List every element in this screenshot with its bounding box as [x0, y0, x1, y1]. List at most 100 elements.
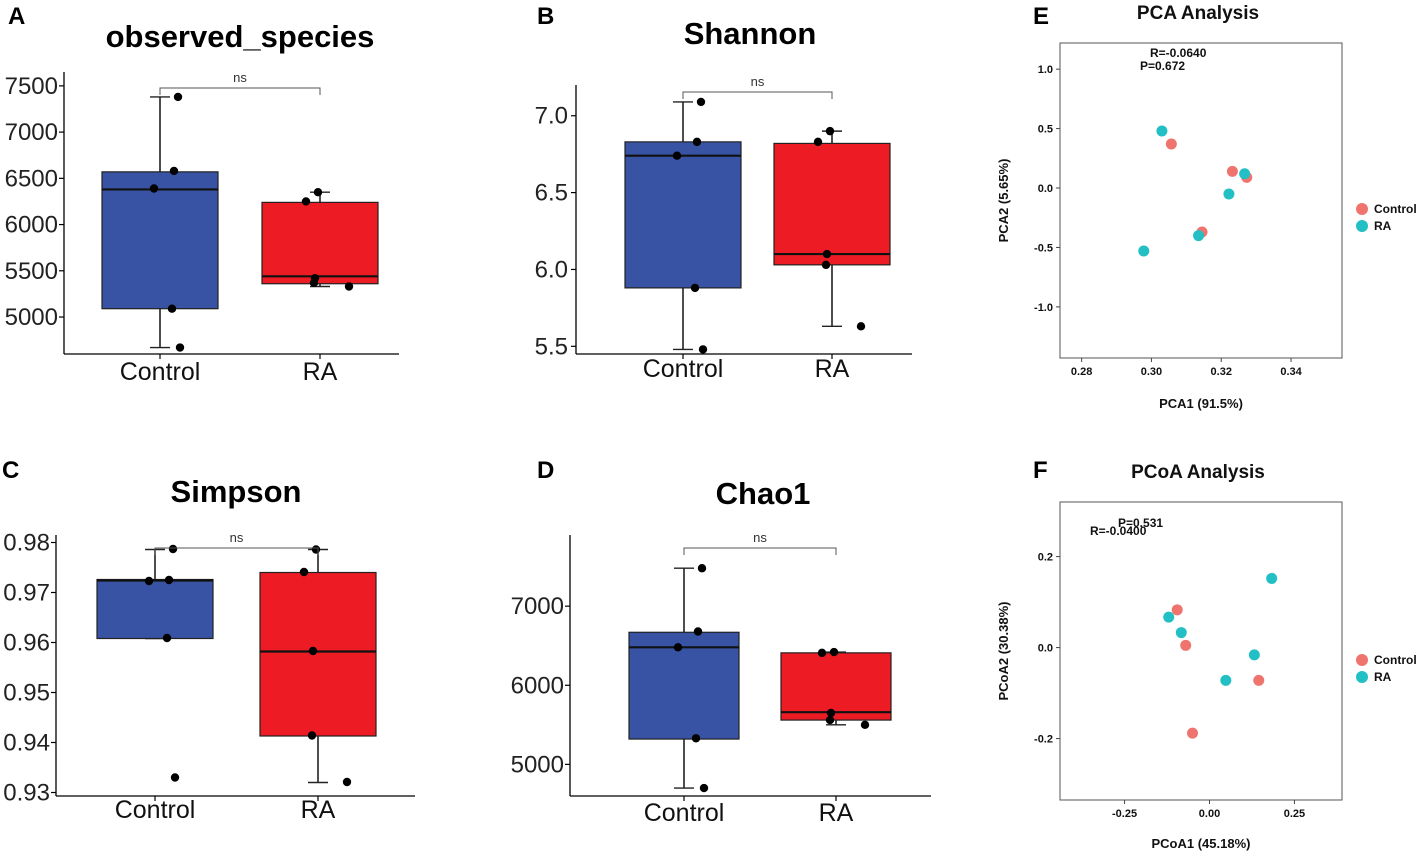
y-tick-label: 0.95 — [3, 680, 50, 707]
y-tick-label: 0.98 — [3, 530, 50, 557]
legend-label: RA — [1374, 670, 1392, 684]
y-tick-label: 0.2 — [1038, 552, 1053, 564]
scatter-point-control — [1165, 138, 1177, 150]
x-tick-label: Control — [120, 358, 201, 386]
scatter-point-control — [1253, 674, 1265, 686]
x-tick-label: Control — [115, 796, 196, 824]
panel-D: D Chao1 5000 6000 7000 Control RA ns — [511, 457, 931, 827]
x-tick-label: RA — [301, 796, 336, 824]
legend-label: RA — [1374, 219, 1392, 233]
x-tick-label: RA — [303, 358, 338, 386]
data-point — [169, 166, 179, 176]
scatter-point-ra — [1163, 611, 1175, 623]
data-point — [168, 544, 178, 554]
significance-bracket — [683, 547, 837, 555]
x-tick-label: RA — [819, 799, 854, 827]
data-point — [817, 648, 827, 658]
scatter-point-ra — [1239, 168, 1251, 180]
x-tick-label: -0.25 — [1112, 808, 1137, 820]
scatter-point-ra — [1156, 125, 1168, 137]
x-tick-label: RA — [815, 355, 850, 383]
significance-bracket — [154, 547, 319, 555]
y-tick-label: 0.0 — [1038, 643, 1053, 655]
y-tick-label: 0.97 — [3, 580, 50, 607]
x-tick-label: 0.00 — [1199, 808, 1220, 820]
data-point — [813, 137, 823, 147]
scatter-point-ra — [1223, 188, 1235, 200]
significance-bracket — [682, 91, 833, 99]
y-tick-label: 6.0 — [535, 256, 568, 283]
panel-C: C Simpson 0.93 0.94 0.95 0.96 0.97 0.98 Control R… — [2, 457, 415, 824]
y-tick-label: 6000 — [5, 212, 58, 239]
panel-B: B Shannon 5.5 6.0 6.5 7.0 Control RA ns — [535, 3, 912, 383]
x-tick-label: 0.28 — [1071, 366, 1092, 378]
panel-label: C — [2, 457, 19, 484]
x-axis-label: PCoA1 (45.18%) — [1152, 836, 1251, 851]
y-tick-label: 5.5 — [535, 333, 568, 360]
panel-label: D — [537, 457, 554, 484]
data-point — [167, 304, 177, 313]
y-axis-label: PCoA2 (30.38%) — [996, 602, 1011, 701]
data-point — [693, 627, 703, 636]
stat-annotation: R=-0.0400 — [1090, 524, 1147, 538]
y-tick-label: 7500 — [5, 73, 58, 100]
data-point — [301, 197, 311, 206]
y-tick-label: 7.0 — [535, 103, 568, 130]
scatter-point-ra — [1266, 572, 1278, 584]
significance-label: ns — [233, 70, 247, 85]
data-point — [860, 720, 870, 730]
panel-E: E PCA Analysis -1.0 -0.5 0.0 0.5 1.0 0.28 0.30 0.… — [996, 3, 1417, 411]
y-tick-label: 6000 — [511, 672, 564, 699]
chart-title: Simpson — [171, 474, 302, 509]
box-ra — [780, 652, 892, 721]
data-point — [699, 783, 709, 793]
y-tick-label: 0.94 — [3, 730, 50, 757]
panel-F: F PCoA Analysis -0.2 0.0 0.2 -0.25 0.00 0.25 PCo… — [996, 457, 1417, 851]
scatter-point-ra — [1248, 649, 1260, 661]
data-point — [829, 647, 839, 657]
panel-label: E — [1033, 3, 1049, 30]
y-tick-label: 5000 — [5, 304, 58, 331]
box-control — [101, 171, 219, 310]
data-point — [175, 343, 185, 352]
data-point — [826, 708, 836, 718]
data-point — [825, 126, 835, 136]
x-tick-label: 0.32 — [1211, 366, 1232, 378]
x-tick-label: 0.30 — [1141, 366, 1162, 378]
data-point — [299, 567, 309, 577]
data-point — [697, 564, 707, 573]
panel-label: F — [1033, 457, 1048, 484]
plot-frame — [1059, 501, 1343, 801]
y-tick-label: 5000 — [511, 751, 564, 778]
y-tick-label: 5500 — [5, 258, 58, 285]
y-tick-label: -0.5 — [1034, 242, 1053, 254]
chart-title: Chao1 — [716, 476, 811, 511]
data-point — [690, 283, 700, 293]
data-point — [162, 633, 172, 643]
y-tick-label: 0.96 — [3, 630, 50, 657]
scatter-point-control — [1187, 727, 1199, 739]
data-point — [149, 184, 159, 193]
data-point — [821, 260, 831, 270]
chart-title: PCoA Analysis — [1131, 462, 1265, 483]
data-point — [164, 575, 174, 585]
box-ra — [261, 201, 379, 285]
y-tick-label: 6500 — [5, 165, 58, 192]
data-point — [308, 646, 318, 656]
stat-annotation: P=0.672 — [1140, 59, 1185, 73]
data-point — [822, 249, 832, 259]
data-point — [313, 187, 323, 197]
significance-bracket — [159, 87, 321, 95]
significance-label: ns — [751, 74, 765, 89]
stat-annotation: P=0.531 — [1118, 516, 1163, 530]
legend-marker-ra — [1356, 671, 1368, 683]
scatter-point-ra — [1220, 674, 1232, 686]
legend-label: Control — [1374, 653, 1417, 667]
data-point — [311, 545, 321, 554]
data-point — [673, 643, 683, 652]
box-ra — [773, 142, 891, 266]
data-point — [825, 715, 835, 725]
box-ra — [259, 571, 377, 737]
y-tick-label: 0.93 — [3, 780, 50, 807]
